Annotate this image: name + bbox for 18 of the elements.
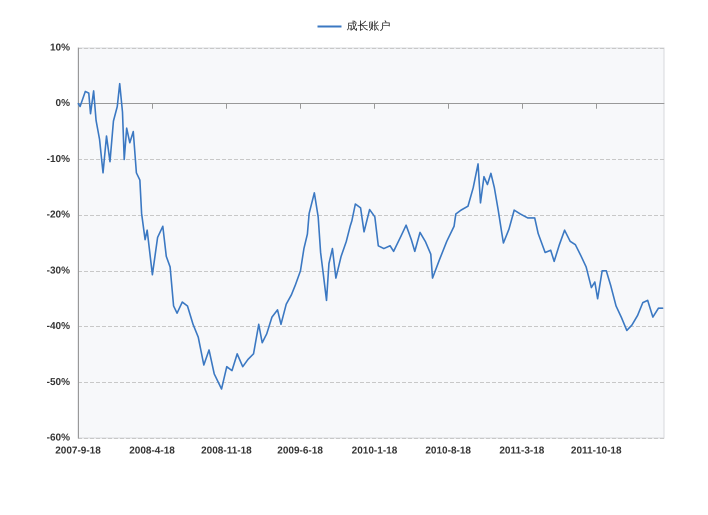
y-tick-label: -60% xyxy=(46,432,70,444)
x-tick-label: 2011-3-18 xyxy=(499,446,545,456)
y-tick-label: 0% xyxy=(56,98,70,110)
y-tick-label: -20% xyxy=(46,210,70,221)
x-tick-label: 2007-9-18 xyxy=(55,446,102,456)
y-tick-label: -10% xyxy=(46,154,70,165)
x-tick-label: 2011-10-18 xyxy=(570,446,622,456)
legend-label: 成长账户 xyxy=(346,20,390,32)
x-tick-label: 2010-8-18 xyxy=(425,446,472,456)
line-series xyxy=(78,82,664,390)
y-tick-label: -40% xyxy=(46,321,70,332)
x-tick-label: 2008-4-18 xyxy=(129,446,176,456)
x-tick-label: 2008-11-18 xyxy=(201,446,252,456)
y-tick-label: -50% xyxy=(46,376,70,388)
x-tick-label: 2010-1-18 xyxy=(352,446,398,456)
x-tick-label: 2009-6-18 xyxy=(277,446,324,456)
y-tick-label: 10% xyxy=(50,42,70,54)
y-tick-label: -30% xyxy=(46,265,70,276)
